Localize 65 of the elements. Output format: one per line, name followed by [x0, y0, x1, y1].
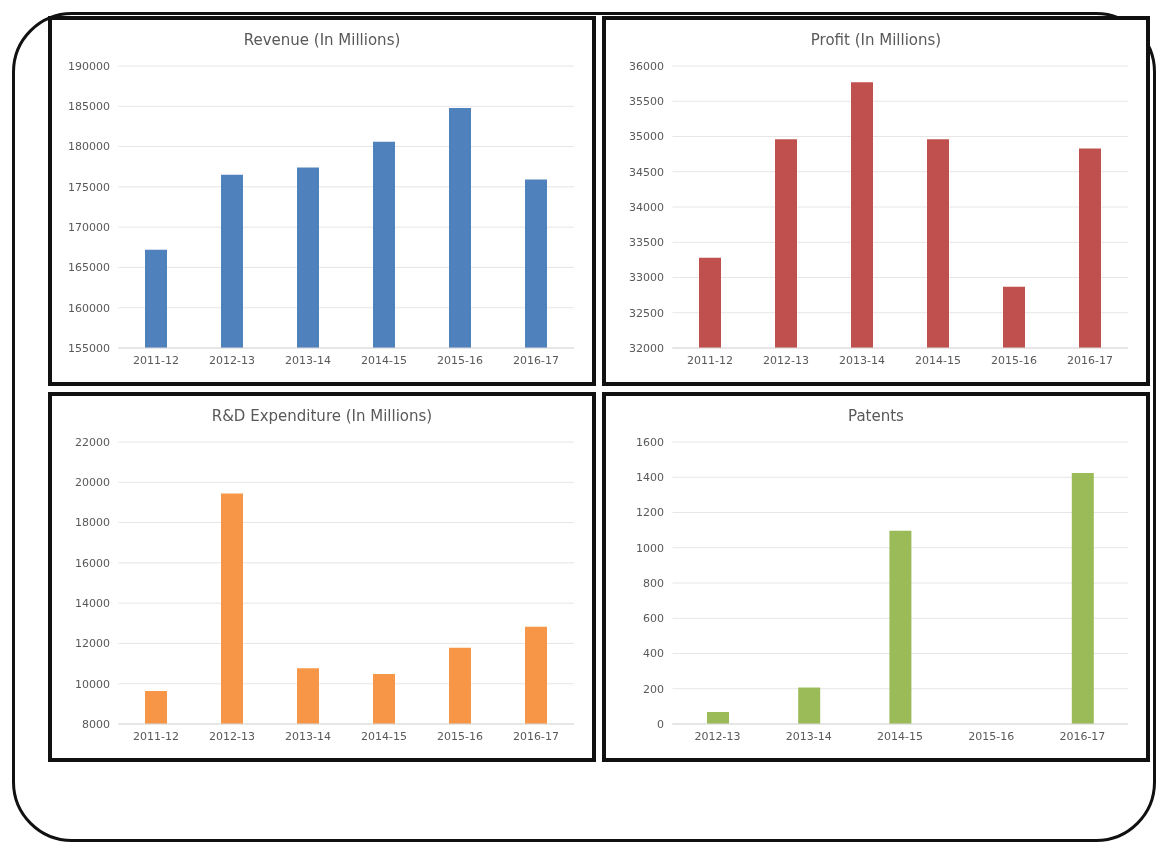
y-tick-label: 190000 [68, 59, 110, 73]
x-tick-label: 2013-14 [785, 729, 832, 743]
x-tick-label: 2016-17 [513, 353, 559, 367]
x-tick-label: 2011-12 [133, 729, 179, 743]
x-tick-label: 2013-14 [285, 353, 331, 367]
x-tick-label: 2016-17 [1067, 353, 1113, 367]
y-tick-label: 35000 [629, 130, 664, 144]
y-tick-label: 1400 [636, 471, 664, 485]
x-tick-label: 2013-14 [839, 353, 885, 367]
bar [798, 687, 821, 724]
y-tick-label: 175000 [68, 180, 110, 194]
x-tick-label: 2015-16 [991, 353, 1037, 367]
y-tick-label: 180000 [68, 140, 110, 154]
y-tick-label: 16000 [75, 556, 110, 570]
y-tick-label: 36000 [629, 59, 664, 73]
y-tick-label: 33500 [629, 236, 664, 250]
y-tick-label: 400 [643, 647, 664, 661]
y-tick-label: 10000 [75, 677, 110, 691]
y-tick-label: 8000 [82, 717, 110, 731]
bar [707, 712, 729, 724]
y-tick-label: 22000 [75, 435, 110, 449]
y-tick-label: 32500 [629, 306, 664, 320]
x-tick-label: 2015-16 [437, 353, 483, 367]
y-tick-label: 160000 [68, 301, 110, 315]
y-tick-label: 0 [657, 717, 664, 731]
y-tick-label: 600 [643, 612, 664, 626]
y-tick-label: 34000 [629, 200, 664, 214]
x-tick-label: 2013-14 [285, 729, 331, 743]
x-tick-label: 2015-16 [437, 729, 483, 743]
y-tick-label: 34500 [629, 165, 664, 179]
y-tick-label: 12000 [75, 637, 110, 651]
y-tick-label: 1200 [636, 506, 664, 520]
chart-title: Patents [847, 406, 905, 427]
y-tick-label: 800 [643, 576, 664, 590]
x-tick-label: 2014-15 [361, 729, 407, 743]
x-tick-label: 2012-13 [763, 353, 809, 367]
y-tick-label: 18000 [75, 516, 110, 530]
bar [1071, 473, 1094, 724]
x-tick-label: 2014-15 [877, 729, 923, 743]
y-tick-label: 33000 [629, 271, 664, 285]
bar [889, 530, 912, 724]
y-tick-label: 185000 [68, 100, 110, 114]
x-tick-label: 2015-16 [968, 729, 1015, 743]
y-tick-label: 1600 [636, 435, 664, 449]
x-tick-label: 2012-13 [209, 353, 255, 367]
x-tick-label: 2011-12 [687, 353, 733, 367]
x-tick-label: 2012-13 [209, 729, 255, 743]
x-tick-label: 2016-17 [513, 729, 559, 743]
x-tick-label: 2011-12 [133, 353, 179, 367]
y-tick-label: 32000 [629, 341, 664, 355]
y-tick-label: 20000 [75, 476, 110, 490]
y-tick-label: 1000 [636, 541, 664, 555]
x-tick-label: 2014-15 [915, 353, 961, 367]
chart-title: Profit (In Millions) [809, 30, 943, 51]
y-tick-label: 170000 [68, 221, 110, 235]
chart-title: R&D Expenditure (In Millions) [210, 406, 434, 427]
chart-title: Revenue (In Millions) [242, 30, 402, 51]
x-tick-label: 2012-13 [694, 729, 741, 743]
y-tick-label: 200 [643, 682, 664, 696]
x-tick-label: 2014-15 [361, 353, 407, 367]
y-tick-label: 35500 [629, 95, 664, 109]
x-tick-label: 2016-17 [1059, 729, 1106, 743]
y-tick-label: 155000 [68, 341, 110, 355]
y-tick-label: 165000 [68, 261, 110, 275]
y-tick-label: 14000 [75, 597, 110, 611]
